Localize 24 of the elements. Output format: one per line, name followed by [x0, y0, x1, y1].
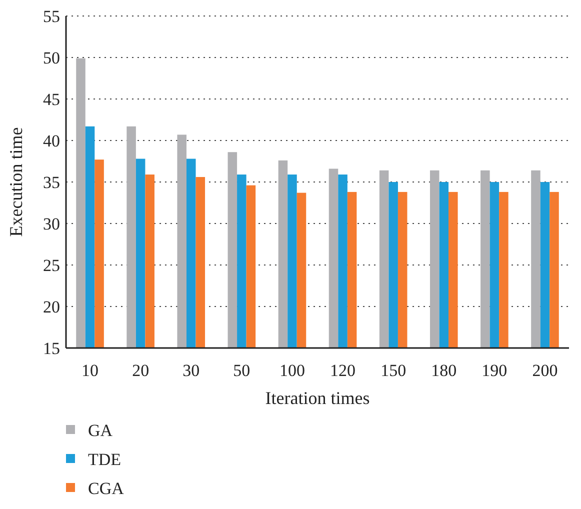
- y-tick-label: 50: [43, 48, 60, 68]
- x-tick-label: 30: [182, 361, 200, 380]
- x-tick-label: 50: [233, 361, 250, 380]
- x-axis-title: Iteration times: [265, 388, 370, 408]
- x-tick-label: 10: [82, 361, 99, 380]
- y-tick-label: 35: [43, 172, 60, 192]
- y-tick-label: 45: [43, 90, 60, 109]
- legend-label: CGA: [88, 478, 125, 498]
- y-tick-label: 55: [43, 6, 60, 26]
- x-tick-label: 120: [330, 361, 356, 380]
- y-tick-label: 40: [43, 131, 60, 150]
- y-tick-label: 30: [43, 214, 60, 234]
- legend-label: GA: [88, 420, 114, 440]
- x-tick-label: 20: [132, 361, 150, 380]
- x-tick-label: 180: [431, 361, 457, 380]
- x-tick-label: 200: [532, 361, 558, 380]
- y-axis-title: Execution time: [6, 127, 26, 237]
- x-tick-label: 190: [482, 361, 508, 380]
- y-tick-label: 15: [43, 338, 60, 358]
- y-tick-label: 20: [43, 297, 60, 316]
- x-tick-label: 100: [279, 361, 305, 380]
- legend-label: TDE: [88, 450, 122, 469]
- x-tick-label: 150: [380, 361, 406, 380]
- y-tick-label: 25: [43, 256, 60, 275]
